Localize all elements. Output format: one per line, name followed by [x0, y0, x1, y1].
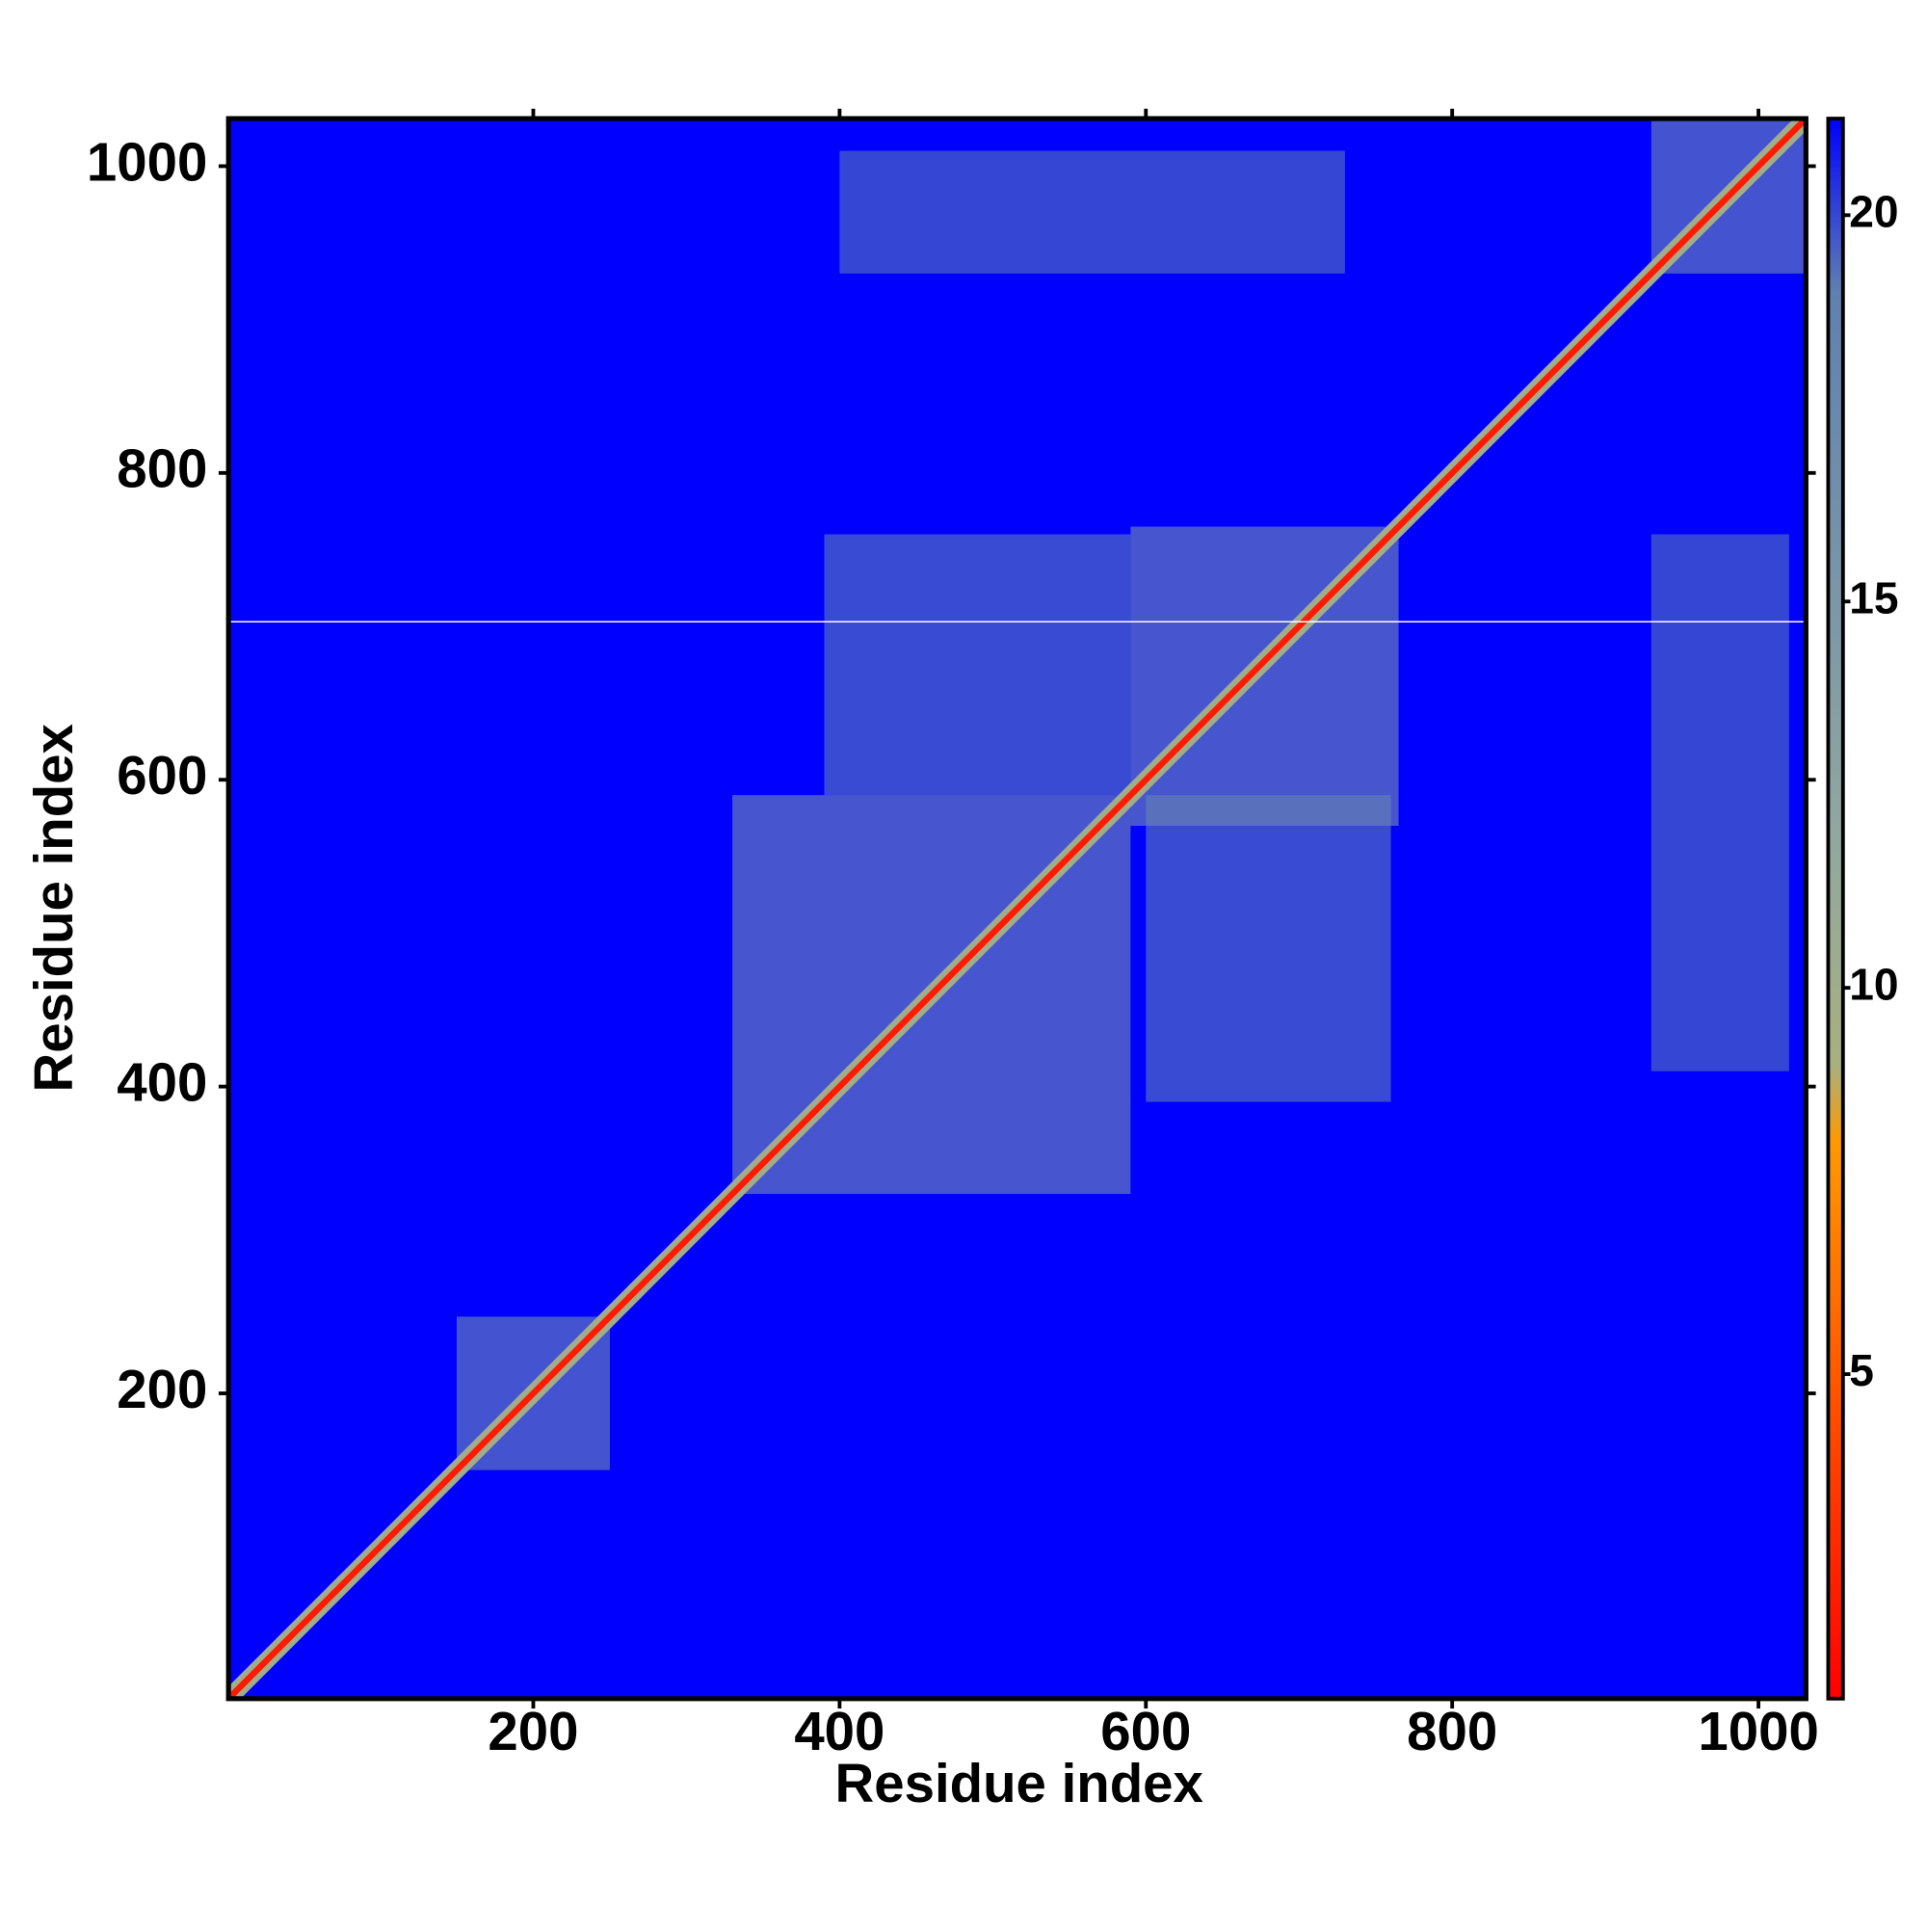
- colorbar: [1826, 117, 1845, 1701]
- contact-block: [1650, 534, 1789, 1072]
- plot-frame: [225, 116, 1808, 1702]
- x-tick-label: 600: [1100, 1701, 1191, 1761]
- y-tick-label: 800: [117, 438, 207, 499]
- x-tick-label: 200: [488, 1701, 578, 1761]
- x-tick-label: 800: [1407, 1701, 1497, 1761]
- contact-block: [1146, 795, 1391, 1102]
- y-tick-label: 600: [117, 745, 207, 806]
- x-tick-label: 400: [794, 1701, 884, 1761]
- colorbar-tick-label: 15: [1849, 572, 1898, 622]
- y-tick-label: 1000: [87, 131, 207, 192]
- diagonal: [228, 119, 1807, 1699]
- y-axis-title: Residue index: [23, 724, 84, 1092]
- x-axis-title: Residue index: [834, 1753, 1202, 1813]
- x-tick-label: 1000: [1698, 1701, 1818, 1761]
- colorbar-tick-label: 5: [1849, 1345, 1874, 1395]
- contact-block: [839, 150, 1345, 274]
- heatmap: [228, 119, 1807, 1699]
- colorbar-tick-label: 10: [1849, 959, 1898, 1009]
- colorbar-tick-label: 20: [1849, 186, 1898, 236]
- contact-block: [824, 534, 1131, 796]
- y-tick-label: 400: [117, 1052, 207, 1113]
- y-tick-label: 200: [117, 1359, 207, 1419]
